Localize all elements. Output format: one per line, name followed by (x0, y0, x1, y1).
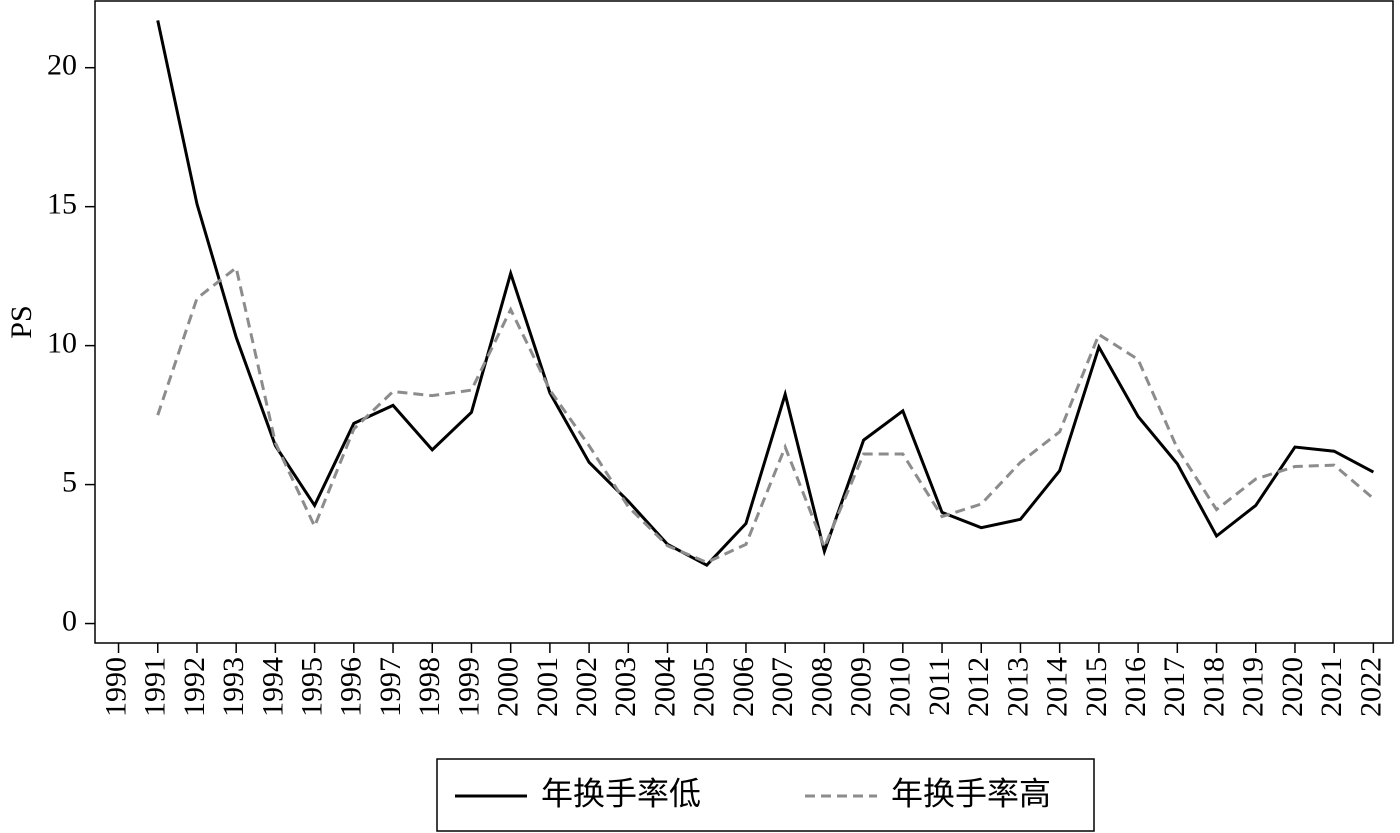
x-tick-label: 2009 (844, 657, 877, 717)
x-tick-label: 2006 (727, 657, 760, 717)
legend-label: 年换手率高 (891, 775, 1051, 811)
legend-box (436, 758, 1095, 832)
x-tick-label: 2008 (805, 657, 838, 717)
legend-label: 年换手率低 (541, 775, 701, 811)
x-tick-label: 1998 (413, 657, 446, 717)
y-tick-label: 10 (47, 327, 77, 360)
x-tick-label: 2013 (1001, 657, 1034, 717)
x-tick-label: 2019 (1237, 657, 1270, 717)
x-tick-label: 1991 (139, 657, 172, 717)
x-tick-label: 1993 (217, 657, 250, 717)
x-tick-label: 2020 (1276, 657, 1309, 717)
y-tick-label: 15 (47, 188, 77, 221)
x-tick-label: 2012 (962, 657, 995, 717)
x-tick-label: 2011 (923, 657, 956, 716)
x-tick-label: 2010 (884, 657, 917, 717)
x-tick-label: 1990 (99, 657, 132, 717)
x-tick-label: 2017 (1158, 657, 1191, 717)
x-tick-label: 2021 (1315, 657, 1348, 717)
x-tick-label: 2004 (648, 657, 681, 717)
plot-frame (94, 0, 1394, 644)
y-tick-label: 0 (62, 604, 77, 637)
y-tick-label: 5 (62, 465, 77, 498)
x-tick-label: 2000 (492, 657, 525, 717)
data-line (156, 20, 1375, 568)
x-tick-label: 2016 (1119, 657, 1152, 717)
x-tick-label: 2022 (1354, 657, 1387, 717)
x-tick-label: 2002 (570, 657, 603, 717)
data-line (156, 265, 1375, 565)
x-tick-label: 2007 (766, 657, 799, 717)
y-tick-label: 20 (47, 49, 77, 82)
y-axis-label: PS (5, 305, 38, 338)
x-tick-label: 1996 (335, 657, 368, 717)
x-tick-label: 2018 (1197, 657, 1230, 717)
x-tick-label: 2005 (688, 657, 721, 717)
x-tick-label: 2015 (1080, 657, 1113, 717)
x-tick-label: 2003 (609, 657, 642, 717)
x-tick-label: 2001 (531, 657, 564, 717)
x-tick-label: 1995 (295, 657, 328, 717)
x-tick-label: 1994 (256, 657, 289, 717)
x-tick-label: 1997 (374, 657, 407, 717)
x-tick-label: 1992 (178, 657, 211, 717)
x-tick-label: 2014 (1041, 657, 1074, 717)
x-tick-label: 1999 (452, 657, 485, 717)
